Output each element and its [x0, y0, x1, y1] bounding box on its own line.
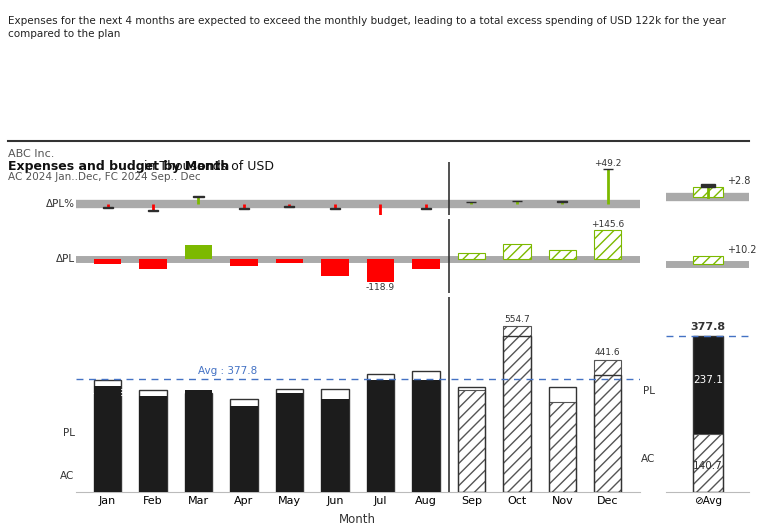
Bar [276, 259, 303, 262]
Text: PL: PL [643, 386, 655, 396]
Bar [503, 336, 531, 492]
Bar [276, 393, 303, 492]
Bar [413, 259, 440, 269]
Bar [503, 326, 531, 492]
Bar [594, 360, 621, 492]
Bar [693, 336, 723, 492]
Bar [367, 259, 394, 282]
Bar [230, 399, 257, 492]
Bar [503, 244, 531, 259]
Text: in Thousands of USD: in Thousands of USD [140, 160, 274, 172]
Bar [693, 434, 723, 492]
Text: Avg : 377.8: Avg : 377.8 [198, 366, 257, 376]
Text: AC: AC [61, 471, 75, 481]
Bar [148, 210, 158, 211]
Bar [693, 256, 723, 263]
Bar [367, 374, 394, 492]
Bar [230, 406, 257, 492]
Text: Expenses for the next 4 months are expected to exceed the monthly budget, leadin: Expenses for the next 4 months are expec… [8, 16, 725, 39]
Bar [367, 380, 394, 492]
Bar [94, 259, 121, 263]
Text: AC 2024 Jan..Dec, FC 2024 Sep.. Dec: AC 2024 Jan..Dec, FC 2024 Sep.. Dec [8, 172, 200, 182]
Text: +10.2: +10.2 [727, 245, 756, 255]
Text: 140.7: 140.7 [693, 461, 723, 471]
X-axis label: Month: Month [339, 513, 376, 526]
Text: +49.2: +49.2 [594, 159, 621, 168]
Text: 554.7: 554.7 [504, 314, 530, 323]
Bar [321, 389, 348, 492]
Text: +2.8: +2.8 [727, 176, 750, 186]
Bar [375, 225, 385, 226]
Bar [557, 201, 567, 202]
Text: ΔPL: ΔPL [56, 254, 75, 263]
Bar [139, 259, 167, 269]
Bar [139, 390, 167, 492]
Text: 441.6: 441.6 [595, 348, 621, 358]
Text: -28.9: -28.9 [369, 226, 392, 235]
Bar [421, 208, 431, 209]
Text: Expenses and budget by Month: Expenses and budget by Month [8, 160, 229, 172]
Text: AC: AC [640, 454, 655, 464]
Bar [139, 396, 167, 492]
Bar [458, 390, 485, 492]
Bar [466, 202, 476, 203]
Bar [185, 393, 212, 492]
Text: 237.1: 237.1 [693, 375, 723, 385]
Bar [512, 201, 522, 202]
Bar [693, 336, 723, 434]
Bar [330, 208, 340, 209]
Text: PL: PL [63, 428, 75, 438]
Text: -118.9: -118.9 [366, 283, 395, 292]
Text: 288.3: 288.3 [231, 409, 257, 418]
Bar [94, 380, 121, 492]
Bar [701, 184, 715, 187]
Text: +145.6: +145.6 [591, 220, 625, 229]
Bar [413, 371, 440, 492]
Bar [185, 245, 212, 259]
Bar [594, 375, 621, 492]
Bar [594, 230, 621, 259]
Bar [549, 402, 576, 492]
Bar [458, 253, 485, 259]
Bar [321, 259, 348, 276]
Bar [94, 386, 121, 492]
Bar [549, 387, 576, 492]
Bar [285, 206, 294, 207]
Bar [549, 250, 576, 259]
Text: ΔPL%: ΔPL% [45, 199, 75, 209]
Bar [194, 196, 204, 197]
Bar [693, 187, 723, 197]
Text: 377.8: 377.8 [690, 322, 725, 332]
Text: −355.8: −355.8 [91, 388, 124, 397]
Text: ABC Inc.: ABC Inc. [8, 149, 54, 159]
Bar [413, 380, 440, 492]
Bar [185, 390, 212, 492]
Bar [458, 387, 485, 492]
Bar [276, 389, 303, 492]
Bar [321, 399, 348, 492]
Bar [230, 259, 257, 266]
